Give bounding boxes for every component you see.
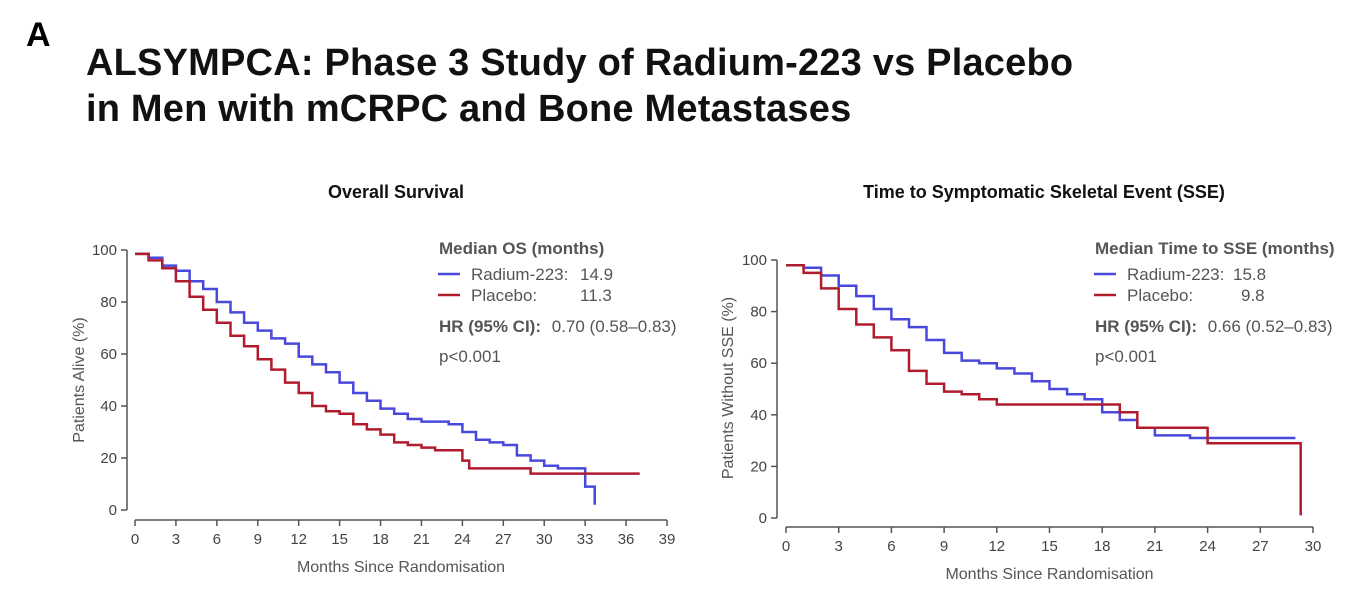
x-tick-label: 3 [172, 531, 180, 548]
y-tick-label: 100 [92, 242, 117, 259]
chart-title: Overall Survival [328, 182, 464, 202]
hazard-ratio-label: HR (95% CI): [439, 317, 541, 336]
legend: Median OS (months) Radium-223: 14.9 Plac… [438, 239, 677, 366]
figure-title-line-1: ALSYMPCA: Phase 3 Study of Radium-223 vs… [86, 42, 1074, 84]
hazard-ratio-label: HR (95% CI): [1095, 317, 1197, 336]
y-axis-label: Patients Alive (%) [71, 317, 88, 442]
y-tick-label: 20 [750, 458, 767, 475]
x-tick-label: 12 [290, 531, 307, 548]
x-tick-label: 6 [887, 538, 895, 555]
legend-placebo-label: Placebo: [471, 286, 537, 305]
hazard-ratio-value: 0.70 (0.58–0.83) [552, 317, 677, 336]
x-tick-label: 33 [577, 531, 594, 548]
legend-radium-value: 14.9 [580, 265, 613, 284]
x-tick-label: 12 [988, 538, 1005, 555]
legend-placebo-label: Placebo: [1127, 286, 1193, 305]
p-value: p<0.001 [1095, 347, 1157, 366]
y-tick-label: 0 [759, 510, 767, 527]
y-tick-label: 0 [109, 502, 117, 519]
x-tick-label: 18 [1094, 538, 1111, 555]
x-tick-label: 39 [659, 531, 676, 548]
x-tick-label: 15 [1041, 538, 1058, 555]
x-tick-label: 24 [1199, 538, 1216, 555]
radium-223-km-curve [135, 252, 596, 505]
legend-heading: Median Time to SSE (months) [1095, 239, 1335, 258]
y-tick-label: 60 [100, 346, 117, 363]
x-tick-label: 27 [1252, 538, 1269, 555]
x-tick-label: 21 [413, 531, 430, 548]
y-axis-label: Patients Without SSE (%) [720, 297, 737, 479]
y-tick-label: 40 [100, 398, 117, 415]
y-tick-label: 100 [742, 252, 767, 269]
figure-title: ALSYMPCA: Phase 3 Study of Radium-223 vs… [86, 40, 1073, 132]
x-tick-label: 30 [1305, 538, 1322, 555]
legend-heading: Median OS (months) [439, 239, 604, 258]
panel-label: A [26, 16, 51, 54]
axes: 0 20 40 60 80 100 0 3 6 9 12 15 18 21 24 27 30 Months Sin… [720, 252, 1321, 583]
x-tick-label: 30 [536, 531, 553, 548]
y-tick-label: 20 [100, 450, 117, 467]
x-axis-label: Months Since Randomisation [945, 566, 1153, 583]
x-tick-label: 6 [213, 531, 221, 548]
legend-placebo-value: 9.8 [1241, 286, 1265, 305]
legend-radium-label: Radium-223: [1127, 265, 1224, 284]
hazard-ratio-value: 0.66 (0.52–0.83) [1208, 317, 1333, 336]
radium-223-km-curve [786, 263, 1296, 440]
x-tick-label: 15 [331, 531, 348, 548]
chart-title: Time to Symptomatic Skeletal Event (SSE) [863, 182, 1225, 202]
placebo-km-curve [786, 263, 1302, 516]
x-tick-label: 36 [618, 531, 635, 548]
x-tick-label: 0 [782, 538, 790, 555]
hazard-ratio: HR (95% CI): 0.66 (0.52–0.83) [1095, 317, 1333, 336]
figure-title-line-2: in Men with mCRPC and Bone Metastases [86, 88, 852, 130]
x-tick-label: 21 [1147, 538, 1164, 555]
y-tick-label: 80 [100, 294, 117, 311]
hazard-ratio: HR (95% CI): 0.70 (0.58–0.83) [439, 317, 677, 336]
x-tick-label: 3 [835, 538, 843, 555]
y-tick-label: 60 [750, 355, 767, 372]
x-tick-label: 18 [372, 531, 389, 548]
legend-radium-label: Radium-223: [471, 265, 568, 284]
x-axis-label: Months Since Randomisation [297, 559, 505, 576]
legend: Median Time to SSE (months) Radium-223: … [1094, 239, 1335, 366]
y-tick-label: 40 [750, 407, 767, 424]
x-tick-label: 9 [254, 531, 262, 548]
x-tick-label: 27 [495, 531, 512, 548]
x-tick-label: 9 [940, 538, 948, 555]
x-tick-label: 24 [454, 531, 471, 548]
x-tick-label: 0 [131, 531, 139, 548]
legend-placebo-value: 11.3 [580, 286, 612, 305]
y-tick-label: 80 [750, 304, 767, 321]
p-value: p<0.001 [439, 347, 501, 366]
placebo-km-curve [135, 252, 640, 475]
legend-radium-value: 15.8 [1233, 265, 1266, 284]
